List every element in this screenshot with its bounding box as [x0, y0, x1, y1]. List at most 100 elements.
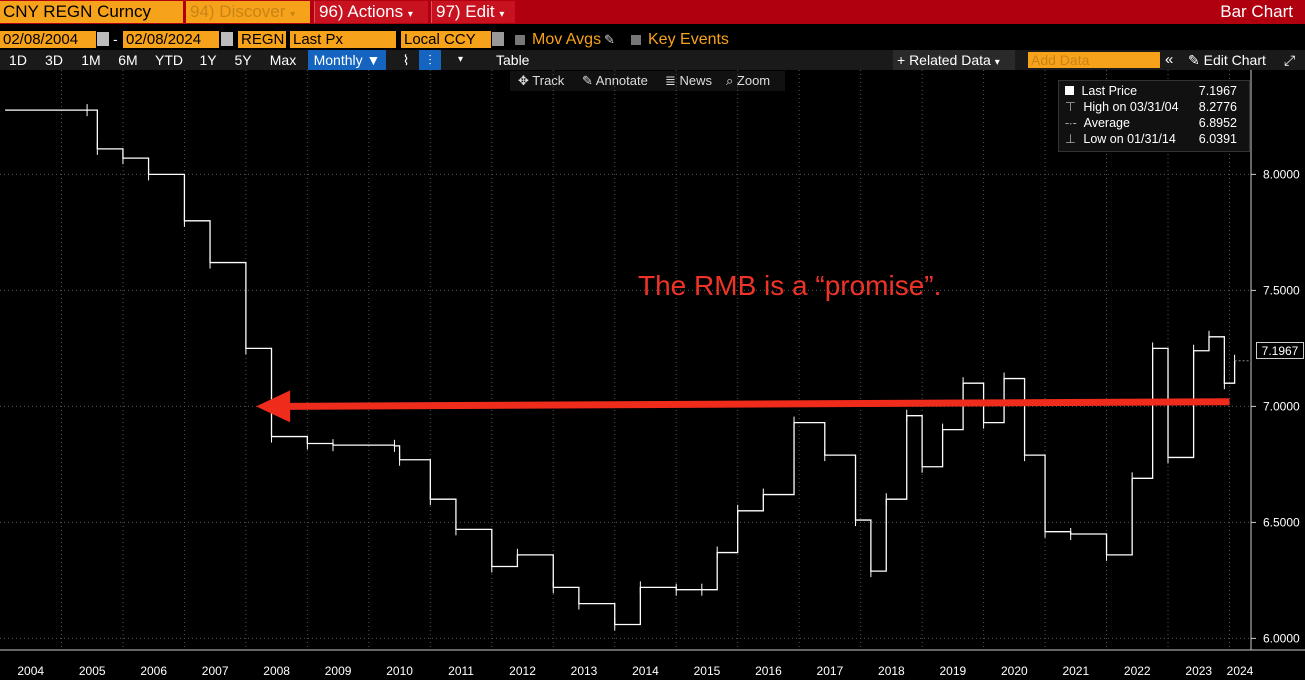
period-6m[interactable]: 6M: [118, 52, 138, 68]
x-tick-label: 2023: [1185, 664, 1212, 678]
related-data-label: + Related Data: [897, 52, 991, 68]
chevron-down-icon: ▾: [994, 57, 1000, 68]
expand-icon[interactable]: ⤢: [1284, 52, 1296, 68]
security-ticker[interactable]: CNY REGN Curncy: [0, 1, 183, 23]
x-tick-label: 2012: [509, 664, 536, 678]
edit-chart-label: Edit Chart: [1203, 52, 1266, 68]
pencil-icon: ✎: [582, 73, 596, 88]
magnifier-icon: ⌕: [726, 73, 737, 88]
legend-last-value: 7.1967: [1198, 84, 1237, 98]
x-tick-label: 2008: [263, 664, 290, 678]
frequency-select[interactable]: Monthly ▼: [308, 50, 386, 70]
x-tick-label: 2013: [571, 664, 598, 678]
x-tick-label: 2011: [448, 664, 474, 678]
period-toolbar: 1D 3D 1M 6M YTD 1Y 5Y Max Monthly ▼ ⌇ ⫶ …: [0, 50, 1305, 70]
price-field-select[interactable]: Last Px: [290, 31, 396, 48]
y-tick-label: 7.5000: [1263, 283, 1300, 297]
add-data-input[interactable]: Add Data: [1028, 52, 1160, 68]
settings-bar: 02/08/2004 - 02/08/2024 REGN Last Px Loc…: [0, 28, 1305, 51]
legend-last-label: Last Price: [1081, 84, 1138, 98]
x-tick-label: 2019: [939, 664, 966, 678]
chart-tools: ✥ Track ✎ Annotate ≣ News ⌕ Zoom: [510, 71, 785, 91]
actions-label: 96) Actions: [319, 2, 404, 21]
x-tick-label: 2014: [632, 664, 659, 678]
start-date-field[interactable]: 02/08/2004: [0, 31, 96, 48]
legend-avg-label: Average: [1083, 116, 1130, 130]
annotation-arrow-head: [256, 390, 291, 423]
bar-chart-icon[interactable]: ⫶: [419, 50, 441, 70]
calendar-icon[interactable]: [97, 32, 109, 46]
price-chart[interactable]: 8.0000 7.5000 7.0000 6.5000 6.0000 2004 2005 20…: [0, 70, 1305, 680]
legend-high-value: 8.2776: [1198, 100, 1237, 114]
currency-select[interactable]: Local CCY: [401, 31, 491, 48]
edit-label: 97) Edit: [436, 2, 495, 21]
source-field[interactable]: REGN: [238, 31, 286, 48]
actions-menu[interactable]: 96) Actions ▾: [314, 1, 428, 23]
x-tick-label: 2015: [694, 664, 721, 678]
key-events-checkbox[interactable]: [631, 35, 641, 45]
legend-last: Last Price 7.1967: [1065, 83, 1243, 99]
period-1y[interactable]: 1Y: [199, 52, 217, 68]
table-button[interactable]: Table: [496, 52, 530, 68]
x-tick-label: 2022: [1124, 664, 1151, 678]
crosshair-icon: ✥: [518, 73, 533, 88]
x-tick-label: 2007: [202, 664, 229, 678]
legend-low: ⊥ Low on 01/31/14 6.0391: [1065, 131, 1243, 147]
x-tick-label: 2005: [79, 664, 106, 678]
mov-avgs-checkbox[interactable]: [515, 35, 525, 45]
y-tick-label: 6.0000: [1263, 631, 1300, 645]
legend-low-label: Low on 01/31/14: [1083, 132, 1176, 146]
chevron-down-icon[interactable]: [492, 32, 504, 46]
discover-menu[interactable]: 94) Discover ▾: [186, 1, 310, 23]
news-label: News: [679, 73, 713, 88]
news-tool[interactable]: ≣ News: [665, 73, 712, 89]
annotate-tool[interactable]: ✎ Annotate: [582, 73, 648, 89]
track-tool[interactable]: ✥ Track: [518, 73, 564, 89]
collapse-icon[interactable]: «: [1165, 51, 1174, 68]
legend-avg-value: 6.8952: [1198, 116, 1237, 130]
edit-menu[interactable]: 97) Edit ▾: [431, 1, 515, 23]
chevron-down-icon[interactable]: ▾: [458, 54, 464, 65]
news-icon: ≣: [665, 73, 680, 88]
annotation-arrow-shaft: [284, 398, 1230, 410]
zoom-tool[interactable]: ⌕ Zoom: [726, 73, 770, 89]
period-5y[interactable]: 5Y: [234, 52, 252, 68]
price-series-line: [5, 109, 1236, 626]
x-tick-label: 2009: [325, 664, 352, 678]
annotate-label: Annotate: [595, 73, 648, 88]
x-tick-label: 2020: [1001, 664, 1028, 678]
pencil-icon[interactable]: ✎: [604, 32, 615, 47]
key-events-label: Key Events: [648, 31, 729, 48]
chevron-down-icon: ▼: [366, 52, 381, 68]
title-bar: CNY REGN Curncy 94) Discover ▾ 96) Actio…: [0, 0, 1305, 24]
x-tick-label: 2010: [386, 664, 413, 678]
y-tick-label: 8.0000: [1263, 167, 1300, 181]
annotation-text: The RMB is a “promise”.: [638, 270, 942, 301]
period-ytd[interactable]: YTD: [155, 52, 183, 68]
date-separator: -: [113, 31, 118, 47]
square-icon: [1065, 86, 1074, 95]
edit-chart-button[interactable]: ✎ Edit Chart: [1188, 50, 1266, 70]
last-price-label: 7.1967: [1256, 342, 1304, 359]
period-1d[interactable]: 1D: [9, 52, 27, 68]
y-tick-label: 7.0000: [1263, 399, 1300, 413]
pencil-icon: ✎: [1188, 52, 1204, 68]
chart-legend: Last Price 7.1967 ⊤ High on 03/31/04 8.2…: [1058, 80, 1250, 152]
mov-avgs-label: Mov Avgs: [532, 31, 602, 48]
frequency-label: Monthly: [313, 52, 363, 68]
chevron-down-icon: ▾: [407, 9, 413, 20]
end-date-field[interactable]: 02/08/2024: [123, 31, 219, 48]
average-marker-icon: -∙-: [1065, 116, 1077, 130]
track-label: Track: [532, 73, 565, 88]
period-1m[interactable]: 1M: [81, 52, 101, 68]
period-max[interactable]: Max: [269, 52, 297, 68]
chart-mode-label: Bar Chart: [1220, 2, 1293, 21]
high-marker-icon: ⊤: [1065, 100, 1076, 114]
line-chart-icon[interactable]: ⌇: [402, 52, 410, 68]
period-3d[interactable]: 3D: [45, 52, 63, 68]
related-data-button[interactable]: + Related Data ▾: [893, 50, 1015, 70]
x-tick-label: 2017: [817, 664, 844, 678]
calendar-icon[interactable]: [221, 32, 233, 46]
y-tick-label: 6.5000: [1263, 515, 1300, 529]
legend-high-label: High on 03/31/04: [1083, 100, 1179, 114]
